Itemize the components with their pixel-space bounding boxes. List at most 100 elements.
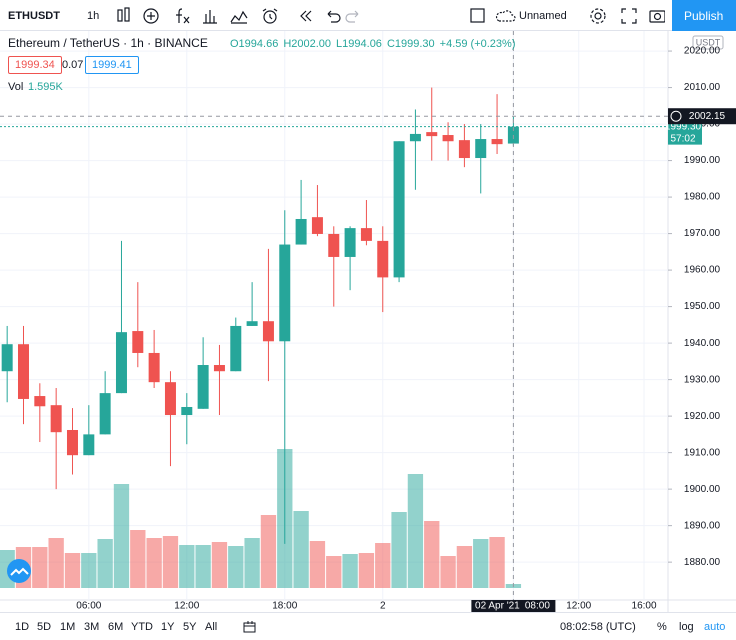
volume-bar [342, 554, 358, 588]
volume-bar [195, 545, 211, 588]
volume-bar [375, 543, 391, 588]
y-tick-label: 1890.00 [684, 520, 721, 531]
candle-body [66, 429, 78, 456]
toolbar-icons[interactable] [110, 5, 370, 27]
range-button[interactable]: YTD [131, 621, 153, 633]
symbol[interactable]: ETHUSDT [8, 10, 60, 22]
candle-body [344, 228, 356, 257]
candle-body [295, 218, 307, 245]
interval[interactable]: 1h [87, 10, 100, 22]
ohlc-item: L1994.06 [336, 38, 382, 50]
logo-icon [10, 567, 29, 576]
range-button[interactable]: 5D [37, 621, 52, 633]
candle-body [181, 406, 193, 416]
y-tick-label: 1880.00 [684, 557, 721, 568]
symbol-name: Ethereum / TetherUS · 1h · BINANCE [8, 36, 208, 50]
volume-bar [293, 511, 309, 588]
candle-body [246, 321, 258, 326]
volume-bar [391, 512, 407, 588]
candle-body [197, 365, 209, 409]
volume-bar [244, 538, 260, 588]
layout-name[interactable]: Unnamed [519, 10, 567, 22]
percent-toggle[interactable]: % [657, 621, 667, 633]
candle-body [132, 331, 144, 353]
y-tick-label: 1980.00 [684, 192, 721, 203]
volume-value: 1.595K [28, 81, 63, 93]
volume-bar [32, 547, 48, 588]
ohlc-item: C1999.30 [386, 38, 435, 50]
candle-body [328, 233, 340, 257]
crosshair-price-box [668, 108, 736, 125]
candle-body [148, 352, 160, 383]
candle-body [17, 344, 29, 399]
volume-bar [473, 539, 489, 588]
plot: 1880.00 1890.00 1900.00 1910.00 1920.00 1930.… [0, 31, 736, 612]
candle-body [99, 393, 111, 435]
y-tick-label: 2020.00 [684, 46, 721, 57]
volume-bar [179, 545, 195, 588]
volume-bar [358, 553, 375, 588]
top-toolbar: ETHUSDT 1h Unnamed Publish [0, 0, 736, 31]
candle-body [393, 141, 405, 278]
candle-body [115, 332, 127, 394]
ohlc-item: O1994.66 [230, 38, 279, 50]
candle-body [279, 244, 291, 342]
y-tick-label: 1970.00 [684, 228, 721, 239]
log-toggle[interactable]: log [679, 621, 694, 633]
x-tick-label: 18:00 [272, 601, 297, 612]
y-tick-label: 1960.00 [684, 265, 721, 276]
volume-bar [97, 539, 113, 588]
y-tick-label: 1910.00 [684, 447, 721, 458]
goto-icon[interactable] [242, 620, 258, 634]
x-tick-label: 12:00 [566, 601, 591, 612]
candle-body [83, 434, 95, 456]
volume-bar [456, 546, 473, 588]
volume-bar [424, 521, 440, 588]
range-button[interactable]: 5Y [183, 621, 197, 633]
auto-toggle[interactable]: auto [704, 621, 726, 633]
toolbar-icons-right[interactable] [465, 5, 665, 27]
range-button[interactable]: 3M [84, 621, 100, 633]
last-price-box [668, 120, 702, 145]
publish-label[interactable]: Publish [684, 9, 724, 23]
crosshair-time: 08:00 [525, 601, 550, 612]
range-button[interactable]: 1Y [161, 621, 175, 633]
candle-body [475, 139, 487, 159]
candle-body [491, 139, 503, 145]
candle-body [164, 382, 176, 416]
clock: 08:02:58 (UTC) [560, 621, 636, 633]
range-button[interactable]: 6M [108, 621, 124, 633]
volume-bar [211, 542, 228, 588]
y-tick-label: 1950.00 [684, 301, 721, 312]
crosshair-date: 02 Apr '21 [475, 601, 520, 612]
volume-bar [407, 474, 424, 588]
y-tick-label: 1920.00 [684, 411, 721, 422]
ask[interactable]: 1999.41 [85, 56, 139, 74]
candle-body [1, 344, 13, 372]
spread: 0.07 [62, 59, 84, 71]
candle-body [426, 132, 438, 137]
volume-bar [81, 553, 97, 588]
crosshair-price: 2002.15 [689, 111, 726, 122]
volume-title: Vol [8, 81, 24, 93]
y-tick-label: 1900.00 [684, 484, 721, 495]
candle-body [311, 217, 323, 234]
range-button[interactable]: All [205, 621, 218, 633]
publish-button[interactable]: Publish [672, 0, 736, 31]
range-button[interactable]: 1M [60, 621, 76, 633]
volume-bar [113, 484, 130, 588]
volume-bar [64, 553, 81, 588]
y-tick-label: 1930.00 [684, 374, 721, 385]
volume-bar [489, 537, 505, 588]
bid[interactable]: 1999.34 [8, 56, 62, 74]
currency: USDT [696, 37, 721, 47]
volume-bar [260, 515, 277, 588]
ohlc-item: +4.59 (+0.23%) [439, 38, 516, 50]
x-tick-label: 16:00 [632, 601, 657, 612]
candle-body [230, 325, 242, 372]
ohlc: O1994.66 H2002.00 L1994.06 C1999.30 +4.59 (+… [230, 37, 521, 51]
volume-bar [48, 538, 64, 588]
candle-body [360, 228, 372, 241]
range-button[interactable]: 1D [15, 621, 30, 633]
